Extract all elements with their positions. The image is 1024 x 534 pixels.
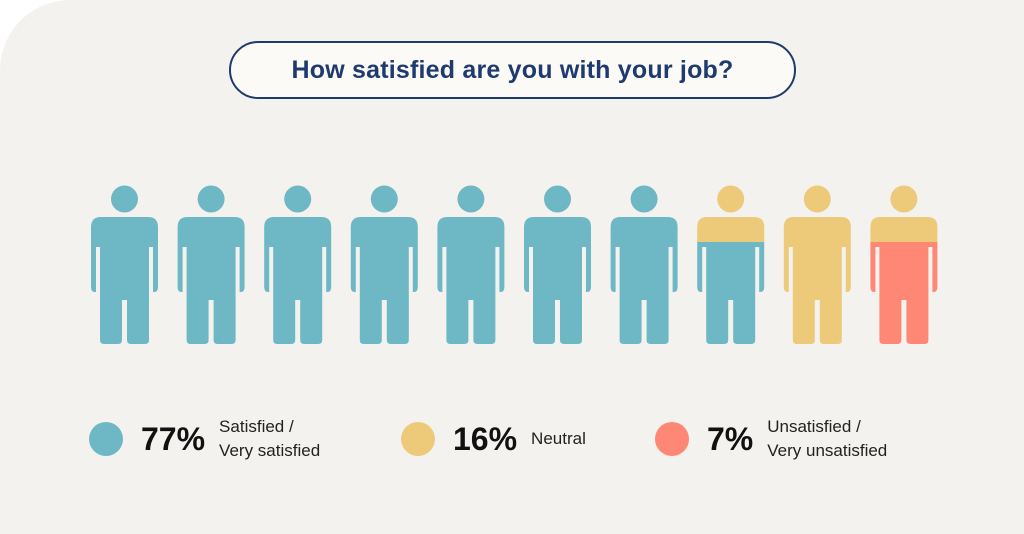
person-body-band bbox=[697, 242, 765, 344]
person-figure bbox=[870, 185, 938, 344]
legend-dot-satisfied bbox=[89, 422, 123, 456]
person-body-band bbox=[870, 217, 938, 243]
legend-dot-neutral bbox=[401, 422, 435, 456]
person-head bbox=[717, 185, 745, 213]
person-body-band bbox=[437, 217, 505, 344]
legend-item-satisfied: 77% Satisfied / Very satisfied bbox=[89, 412, 320, 466]
legend-percent-neutral: 16% bbox=[453, 420, 518, 457]
person-head bbox=[457, 185, 485, 213]
legend-label-neutral: Neutral bbox=[531, 427, 586, 451]
chart-title: How satisfied are you with your job? bbox=[291, 55, 734, 84]
legend-label-line: Very satisfied bbox=[219, 441, 321, 460]
person-figure bbox=[610, 185, 678, 344]
legend-percent-satisfied: 77% bbox=[141, 420, 206, 457]
person-body-band bbox=[610, 217, 678, 344]
person-figure bbox=[437, 185, 505, 344]
person-body-band bbox=[697, 217, 765, 243]
person-head bbox=[544, 185, 571, 213]
person-head bbox=[197, 185, 225, 213]
legend-dot-unsatisfied bbox=[655, 422, 689, 456]
legend-item-neutral: 16% Neutral bbox=[401, 412, 586, 466]
person-figure bbox=[91, 185, 158, 344]
person-head bbox=[284, 185, 312, 213]
legend-item-unsatisfied: 7% Unsatisfied / Very unsatisfied bbox=[655, 412, 887, 466]
person-head bbox=[890, 185, 918, 213]
person-head bbox=[803, 185, 831, 213]
person-body-band bbox=[91, 217, 158, 344]
legend-label-line: Satisfied / bbox=[219, 417, 294, 436]
person-figure bbox=[697, 185, 765, 344]
person-figure bbox=[783, 185, 851, 344]
person-figure bbox=[524, 185, 591, 344]
person-body-band bbox=[177, 217, 245, 344]
legend-label-line: Very unsatisfied bbox=[767, 441, 888, 460]
legend-label-unsatisfied: Unsatisfied / Very unsatisfied bbox=[767, 415, 887, 463]
person-figure bbox=[264, 185, 332, 344]
person-figure bbox=[350, 185, 418, 344]
person-body-band bbox=[524, 217, 591, 344]
person-body-band bbox=[870, 242, 938, 344]
legend-label-line: Unsatisfied / bbox=[767, 417, 861, 436]
legend-label-line: Neutral bbox=[531, 429, 586, 448]
person-body-band bbox=[783, 217, 851, 344]
person-figure bbox=[177, 185, 245, 344]
person-body-band bbox=[264, 217, 332, 344]
person-head bbox=[630, 185, 658, 213]
person-head bbox=[370, 185, 398, 213]
legend-percent-unsatisfied: 7% bbox=[707, 420, 754, 457]
person-head bbox=[111, 185, 138, 213]
legend-label-satisfied: Satisfied / Very satisfied bbox=[219, 415, 320, 463]
person-body-band bbox=[350, 217, 418, 344]
title-pill: How satisfied are you with your job? bbox=[229, 41, 796, 99]
